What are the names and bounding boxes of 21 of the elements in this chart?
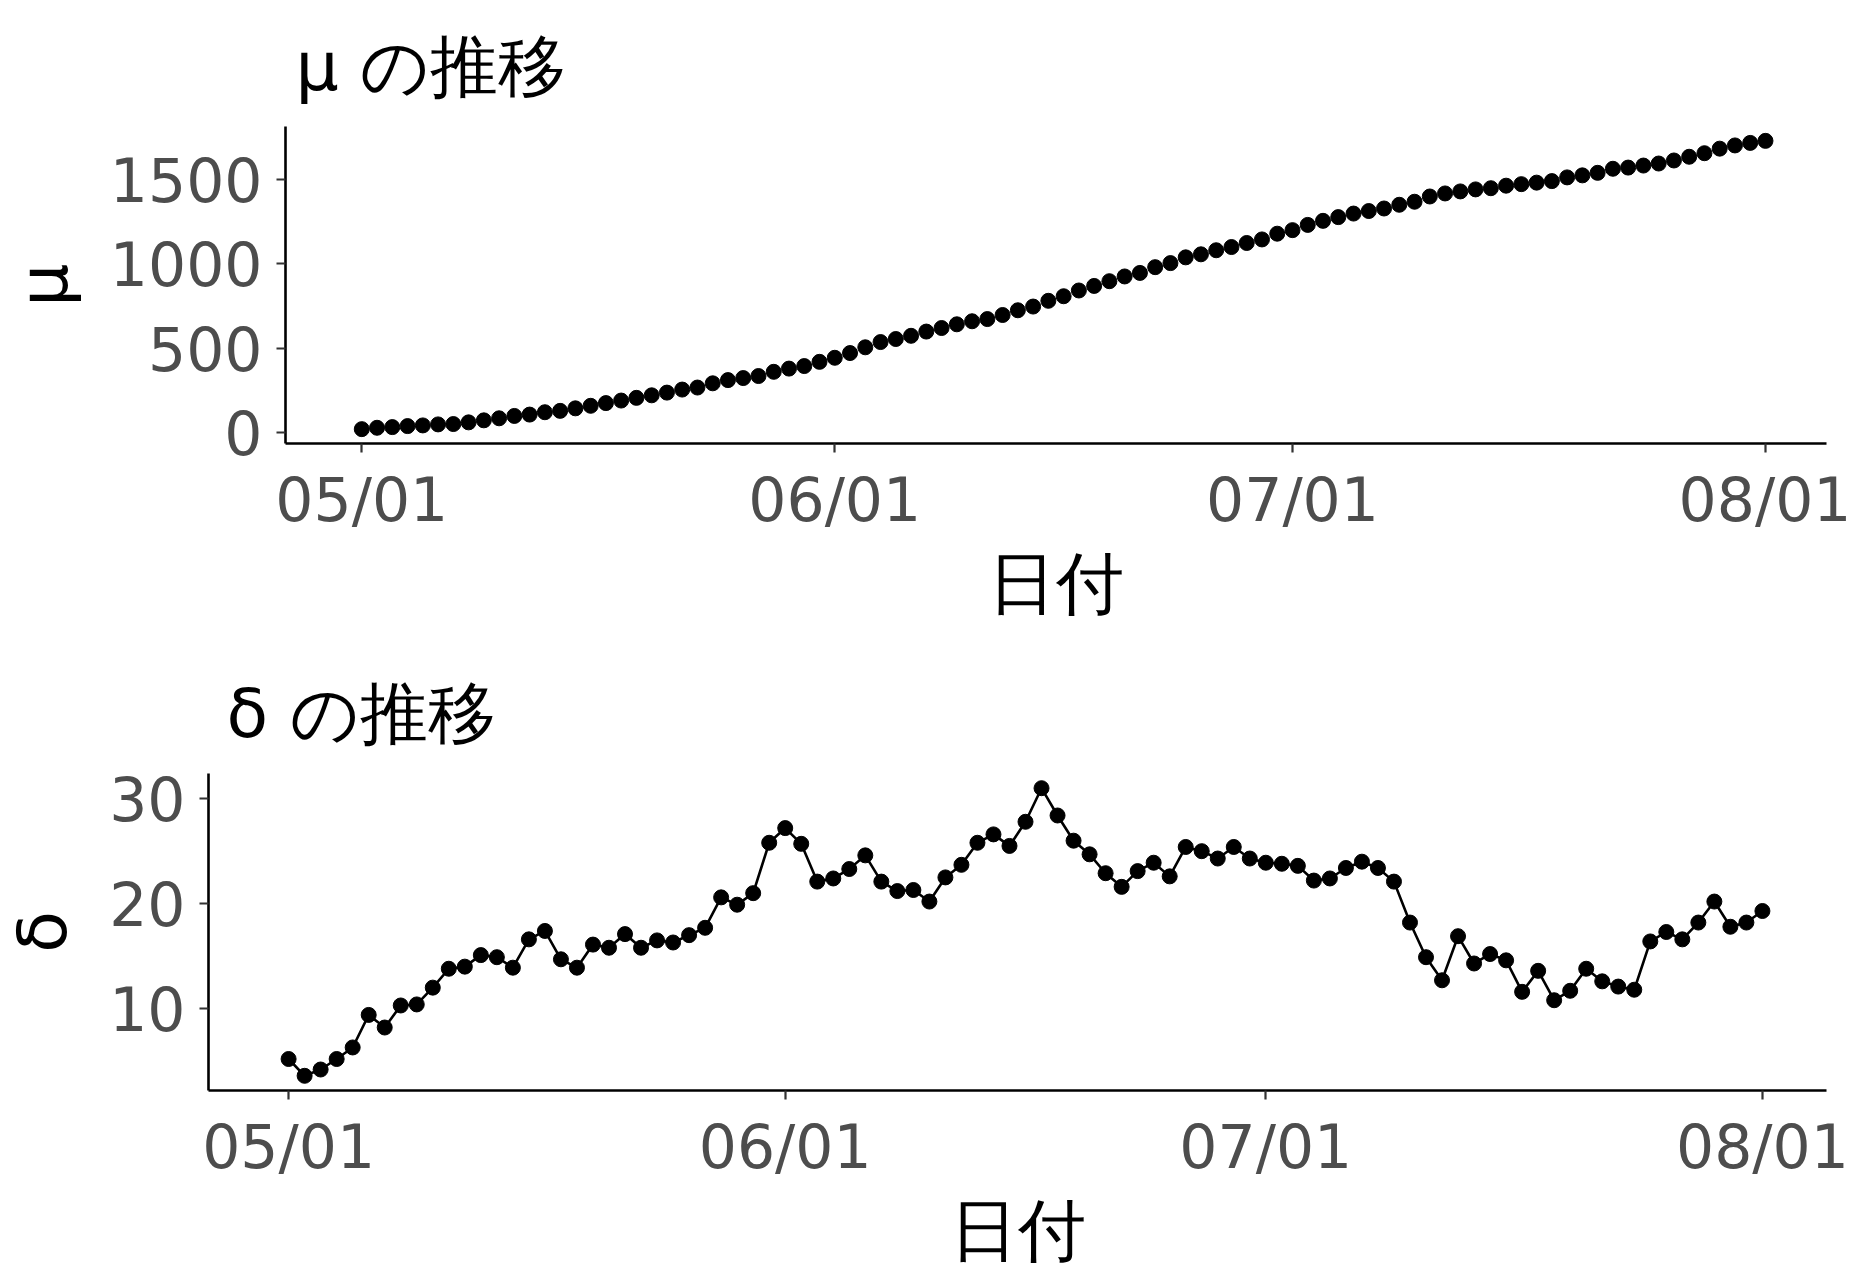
- x-tick-label: 06/01: [698, 1111, 872, 1182]
- y-tick-label: 30: [109, 765, 186, 836]
- x-axis-title: 日付: [988, 543, 1124, 623]
- x-tick-label: 05/01: [202, 1111, 376, 1182]
- y-axis-title: δ: [3, 911, 83, 953]
- x-tick-label: 08/01: [1678, 464, 1851, 535]
- chart-title: μ の推移: [295, 26, 567, 106]
- x-tick-label: 08/01: [1675, 1111, 1849, 1182]
- x-axis-title: 日付: [949, 1190, 1086, 1270]
- y-tick-label: 10: [109, 975, 186, 1046]
- y-tick-label: 20: [109, 870, 186, 941]
- x-tick-label: 07/01: [1179, 1111, 1353, 1182]
- chart-title: δ の推移: [226, 673, 496, 753]
- x-tick-label: 06/01: [748, 464, 922, 535]
- y-tick-label: 1500: [109, 145, 263, 216]
- x-tick-label: 05/01: [275, 464, 449, 535]
- y-tick-label: 1000: [109, 230, 263, 301]
- y-tick-label: 0: [224, 399, 263, 470]
- x-tick-label: 07/01: [1206, 464, 1379, 535]
- y-tick-label: 500: [147, 314, 263, 385]
- y-axis-title: μ: [3, 263, 83, 307]
